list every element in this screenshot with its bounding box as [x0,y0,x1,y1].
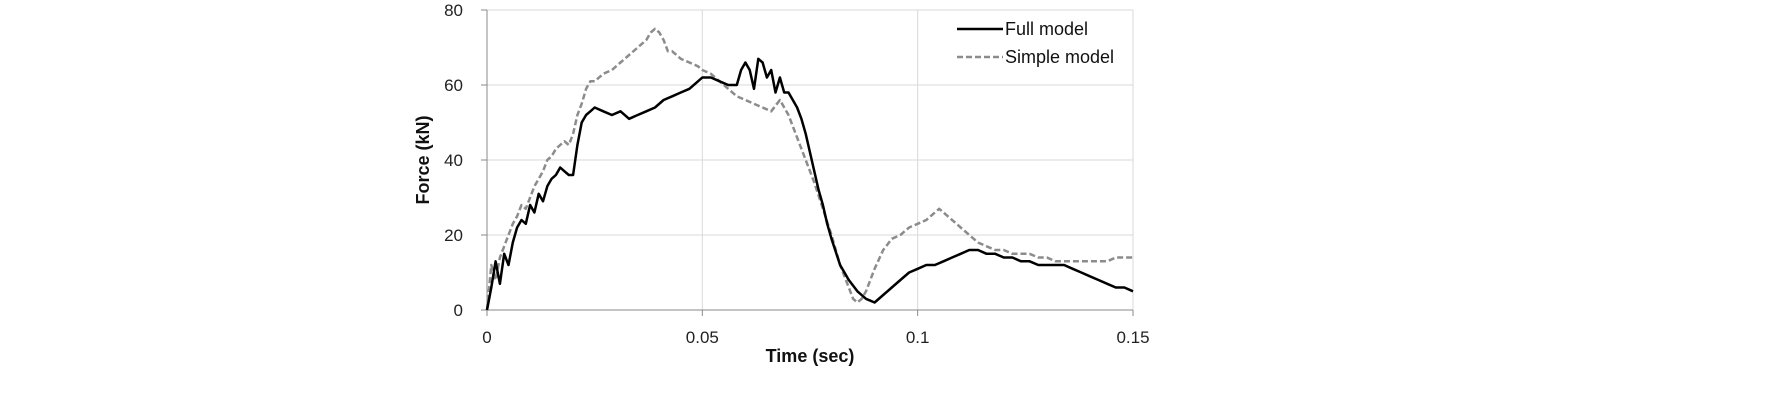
y-tick-label: 80 [444,1,463,20]
x-tick-label: 0.15 [1116,328,1149,347]
y-tick-label: 40 [444,151,463,170]
y-axis-title: Force (kN) [413,115,433,204]
y-tick-label: 60 [444,76,463,95]
x-tick-label: 0.05 [686,328,719,347]
axis-layer: 0 20 40 60 80 0 0.05 0.1 0.15 [444,1,1149,347]
y-tick-label: 20 [444,226,463,245]
x-tick-label: 0.1 [906,328,930,347]
x-axis-title: Time (sec) [766,346,855,366]
grid-layer [487,9,1134,310]
y-tick-label: 0 [454,301,463,320]
legend-label-simple-model: Simple model [1005,47,1114,67]
series-line-full-model [485,57,1134,311]
series-layer [485,27,1134,311]
x-tick-label: 0 [482,328,491,347]
series-line-simple-model [485,27,1133,311]
legend-label-full-model: Full model [1005,19,1088,39]
legend: Full model Simple model [957,19,1114,67]
